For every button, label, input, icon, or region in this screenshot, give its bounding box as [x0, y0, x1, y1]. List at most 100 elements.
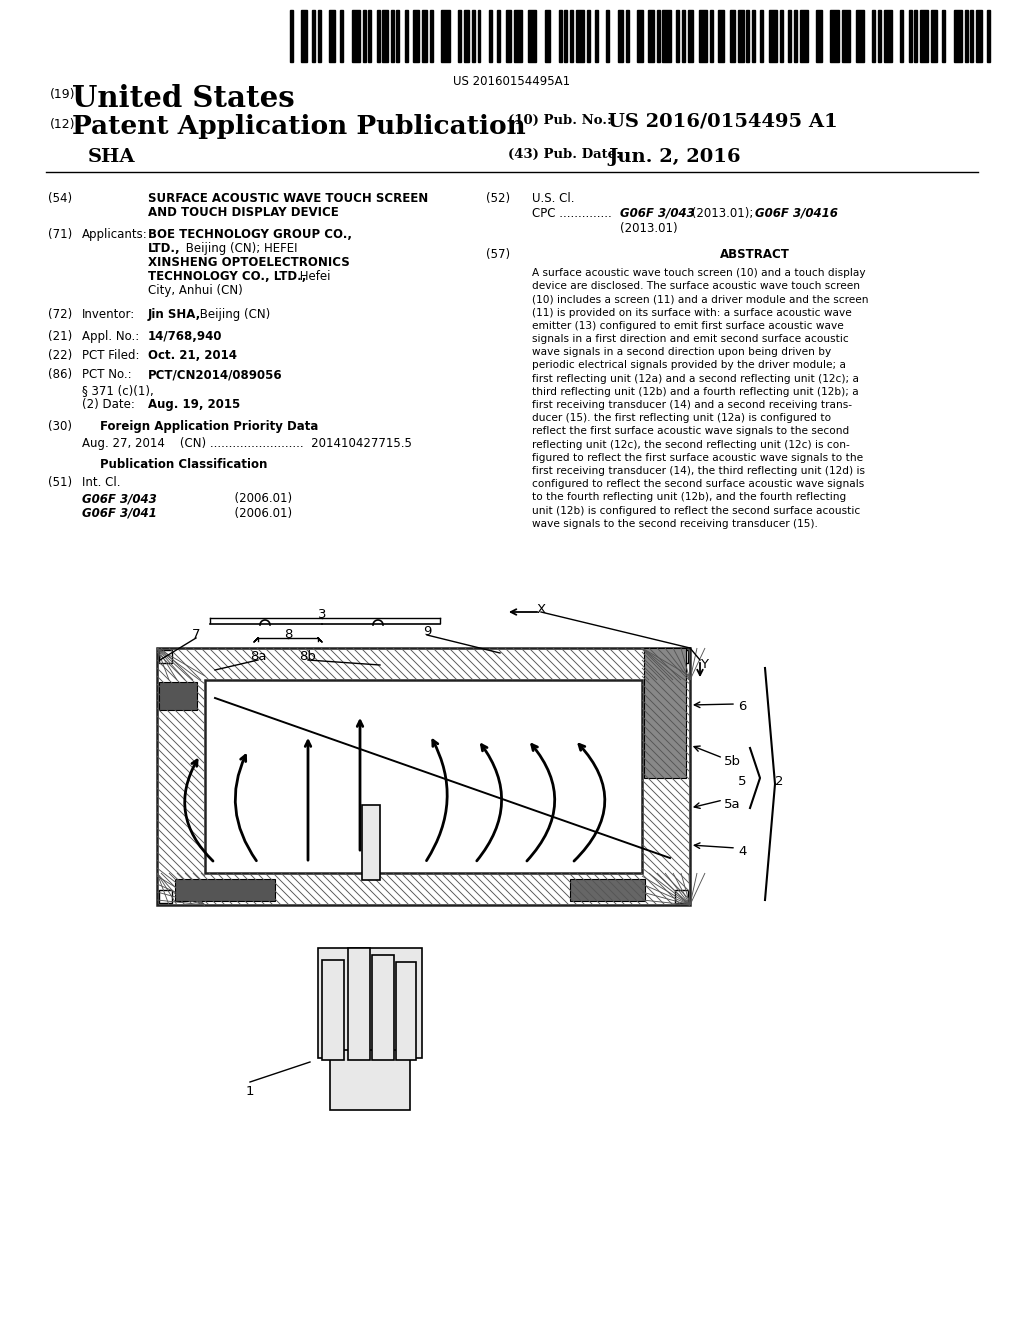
Text: Foreign Application Priority Data: Foreign Application Priority Data — [100, 420, 318, 433]
Text: Aug. 19, 2015: Aug. 19, 2015 — [148, 399, 241, 411]
Text: unit (12b) is configured to reflect the second surface acoustic: unit (12b) is configured to reflect the … — [532, 506, 860, 516]
Text: (19): (19) — [50, 88, 76, 102]
Bar — [159, 890, 172, 903]
Text: (21): (21) — [48, 330, 73, 343]
Bar — [884, 11, 892, 62]
Bar — [372, 954, 394, 1060]
Text: BOE TECHNOLOGY GROUP CO.,: BOE TECHNOLOGY GROUP CO., — [148, 228, 352, 242]
Text: wave signals in a second direction upon being driven by: wave signals in a second direction upon … — [532, 347, 831, 358]
Text: (54): (54) — [48, 191, 72, 205]
Bar — [545, 11, 551, 62]
Text: United States: United States — [72, 84, 295, 114]
Bar — [396, 11, 399, 62]
Text: Int. Cl.: Int. Cl. — [82, 477, 121, 488]
Bar — [362, 11, 366, 62]
Text: TECHNOLOGY CO., LTD.,: TECHNOLOGY CO., LTD., — [148, 271, 306, 282]
Bar — [788, 11, 792, 62]
Text: Patent Application Publication: Patent Application Publication — [72, 114, 525, 139]
Text: 4: 4 — [738, 845, 746, 858]
Bar — [464, 11, 469, 62]
Bar — [920, 11, 929, 62]
Text: G06F 3/0416: G06F 3/0416 — [755, 207, 838, 220]
Bar — [377, 11, 380, 62]
Text: device are disclosed. The surface acoustic wave touch screen: device are disclosed. The surface acoust… — [532, 281, 860, 292]
Bar — [430, 11, 433, 62]
Bar — [729, 11, 735, 62]
Bar — [441, 11, 450, 62]
Bar — [942, 11, 945, 62]
Bar — [965, 11, 968, 62]
Bar — [351, 11, 360, 62]
Text: G06F 3/043: G06F 3/043 — [82, 492, 157, 506]
Text: Oct. 21, 2014: Oct. 21, 2014 — [148, 348, 237, 362]
Bar — [157, 648, 690, 906]
Bar — [159, 649, 172, 663]
Text: 14/768,940: 14/768,940 — [148, 330, 222, 343]
Text: Y: Y — [700, 657, 708, 671]
Bar — [900, 11, 903, 62]
Bar — [769, 11, 777, 62]
Text: Jun. 2, 2016: Jun. 2, 2016 — [608, 148, 740, 166]
Bar — [575, 11, 584, 62]
Bar — [414, 11, 419, 62]
Bar — [458, 11, 461, 62]
Text: US 20160154495A1: US 20160154495A1 — [454, 75, 570, 88]
Bar — [816, 11, 822, 62]
Bar — [800, 11, 808, 62]
Bar — [498, 11, 500, 62]
Text: (12): (12) — [50, 117, 76, 131]
Text: City, Anhui (CN): City, Anhui (CN) — [148, 284, 243, 297]
Bar — [472, 11, 475, 62]
Bar — [644, 648, 686, 777]
Bar — [710, 11, 713, 62]
Bar — [159, 682, 197, 710]
Text: (72): (72) — [48, 308, 73, 321]
Text: (52): (52) — [486, 191, 510, 205]
Text: (10) includes a screen (11) and a driver module and the screen: (10) includes a screen (11) and a driver… — [532, 294, 868, 305]
Text: (2006.01): (2006.01) — [197, 492, 292, 506]
Text: US 2016/0154495 A1: US 2016/0154495 A1 — [608, 112, 838, 129]
Text: 6: 6 — [738, 700, 746, 713]
Bar — [348, 948, 370, 1060]
Bar — [570, 879, 645, 902]
Bar — [663, 11, 671, 62]
Text: (22): (22) — [48, 348, 73, 362]
Bar — [842, 11, 850, 62]
Text: CPC ..............: CPC .............. — [532, 207, 615, 220]
Text: SURFACE ACOUSTIC WAVE TOUCH SCREEN: SURFACE ACOUSTIC WAVE TOUCH SCREEN — [148, 191, 428, 205]
Text: 8a: 8a — [250, 649, 266, 663]
Text: first reflecting unit (12a) and a second reflecting unit (12c); a: first reflecting unit (12a) and a second… — [532, 374, 859, 384]
Text: Inventor:: Inventor: — [82, 308, 135, 321]
Text: (30): (30) — [48, 420, 72, 433]
Bar — [205, 680, 642, 873]
Bar — [362, 805, 380, 880]
Bar — [570, 11, 572, 62]
Bar — [617, 11, 624, 62]
Text: (43) Pub. Date:: (43) Pub. Date: — [508, 148, 621, 161]
Bar — [953, 11, 962, 62]
Bar — [564, 11, 567, 62]
Bar — [637, 11, 643, 62]
Bar — [559, 11, 561, 62]
Bar — [312, 11, 315, 62]
Text: Appl. No.:: Appl. No.: — [82, 330, 139, 343]
Text: Hefei: Hefei — [296, 271, 331, 282]
Text: reflect the first surface acoustic wave signals to the second: reflect the first surface acoustic wave … — [532, 426, 849, 437]
Bar — [330, 1049, 410, 1110]
Text: Jin SHA,: Jin SHA, — [148, 308, 202, 321]
Bar — [514, 11, 522, 62]
Text: G06F 3/043: G06F 3/043 — [620, 207, 694, 220]
Text: 5b: 5b — [724, 755, 741, 768]
Bar — [648, 11, 654, 62]
Bar — [290, 11, 293, 62]
Text: wave signals to the second receiving transducer (15).: wave signals to the second receiving tra… — [532, 519, 818, 529]
Text: emitter (13) configured to emit first surface acoustic wave: emitter (13) configured to emit first su… — [532, 321, 844, 331]
Text: Beijing (CN): Beijing (CN) — [196, 308, 270, 321]
Text: ducer (15). the first reflecting unit (12a) is configured to: ducer (15). the first reflecting unit (1… — [532, 413, 831, 424]
Bar — [794, 11, 797, 62]
Bar — [698, 11, 708, 62]
Text: first receiving transducer (14) and a second receiving trans-: first receiving transducer (14) and a se… — [532, 400, 852, 411]
Bar — [682, 11, 685, 62]
Text: (2013.01);: (2013.01); — [688, 207, 757, 220]
Text: periodic electrical signals provided by the driver module; a: periodic electrical signals provided by … — [532, 360, 846, 371]
